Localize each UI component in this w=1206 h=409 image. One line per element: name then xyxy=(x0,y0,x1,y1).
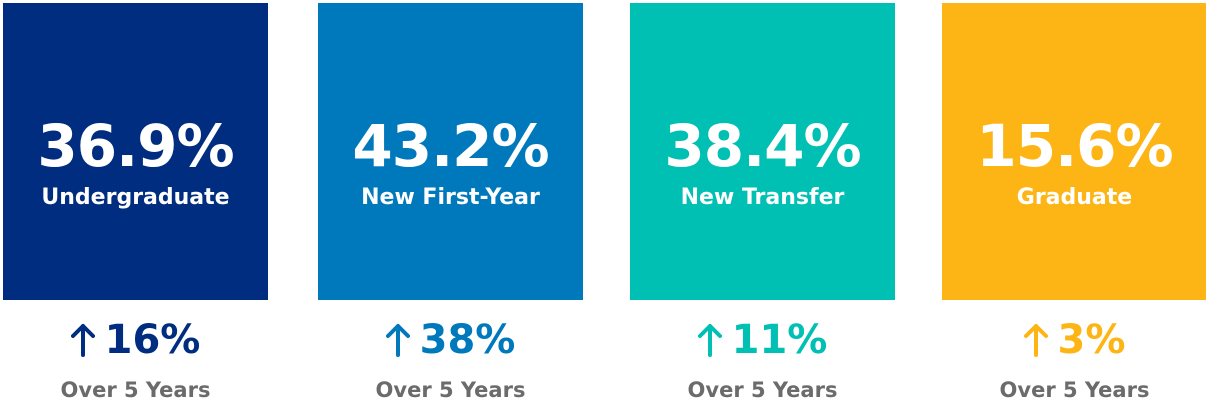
stat-box: 36.9% Undergraduate xyxy=(3,3,268,300)
stat-value: 43.2% xyxy=(352,112,549,180)
stat-card: 38.4% New Transfer 11% Over 5 Years xyxy=(630,3,895,409)
change-value: 38% xyxy=(419,317,516,363)
stat-value: 15.6% xyxy=(976,112,1173,180)
stat-value: 38.4% xyxy=(664,112,861,180)
arrow-path xyxy=(70,324,95,357)
change-value: 3% xyxy=(1057,317,1126,363)
arrow-path xyxy=(1023,324,1048,357)
stat-card: 36.9% Undergraduate 16% Over 5 Years xyxy=(3,3,268,409)
stat-label: Graduate xyxy=(1016,185,1133,210)
stat-box: 38.4% New Transfer xyxy=(630,3,895,300)
change-note: Over 5 Years xyxy=(375,378,526,402)
stat-box: 43.2% New First-Year xyxy=(318,3,583,300)
change-note: Over 5 Years xyxy=(999,378,1150,402)
arrow-path xyxy=(385,324,410,357)
up-arrow xyxy=(1023,324,1048,357)
change-row: 16% xyxy=(3,315,268,365)
change-note: Over 5 Years xyxy=(687,378,838,402)
stat-label: Undergraduate xyxy=(41,185,230,210)
stat-box: 15.6% Graduate xyxy=(942,3,1206,300)
change-row: 3% xyxy=(942,315,1206,365)
change-note: Over 5 Years xyxy=(60,378,211,402)
stat-card: 43.2% New First-Year 38% Over 5 Years xyxy=(318,3,583,409)
up-arrow xyxy=(697,324,722,357)
change-value: 16% xyxy=(104,317,201,363)
stat-card: 15.6% Graduate 3% Over 5 Years xyxy=(942,3,1206,409)
stat-label: New Transfer xyxy=(680,185,845,210)
stat-value: 36.9% xyxy=(37,112,234,180)
change-value: 11% xyxy=(731,317,828,363)
change-row: 11% xyxy=(630,315,895,365)
arrow-path xyxy=(697,324,722,357)
up-arrow xyxy=(70,324,95,357)
stat-label: New First-Year xyxy=(361,185,540,210)
change-row: 38% xyxy=(318,315,583,365)
up-arrow xyxy=(385,324,410,357)
